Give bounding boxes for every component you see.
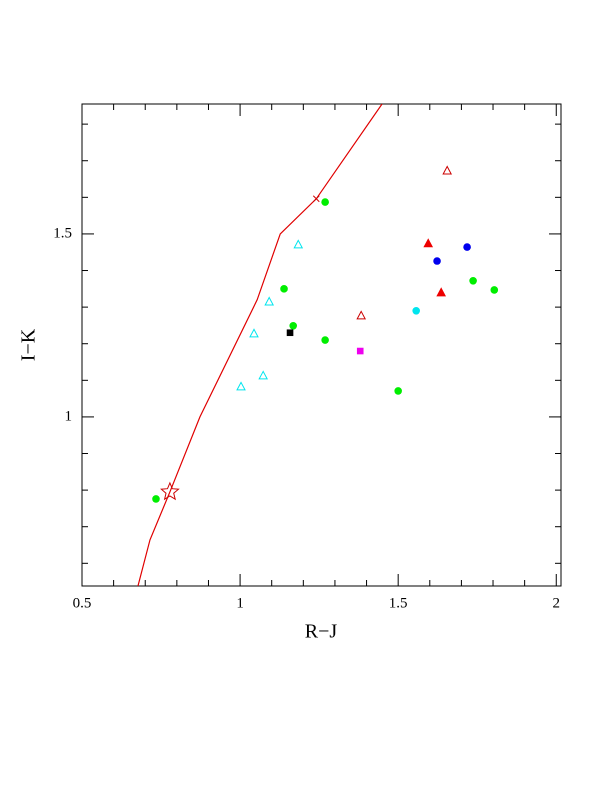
point [436,287,447,297]
x-tick-label: 1.5 [389,595,408,611]
point [412,306,420,315]
x-axis-label: R−J [305,621,338,643]
y-axis-label: I−K [18,328,40,361]
plot-frame [81,103,562,587]
x-tick-label: 2 [553,595,561,611]
point [423,238,434,248]
point [442,165,453,175]
point [321,336,329,344]
y-tick-label: 1 [65,408,73,424]
point [236,381,246,391]
x-tick-label: 1 [236,595,244,611]
plot-area [137,104,499,586]
point [152,495,160,503]
point [356,310,367,320]
point [356,347,364,355]
point [433,257,441,265]
point [258,370,268,380]
point [469,276,477,285]
x-tick-label: 0.5 [73,595,92,611]
point [264,296,275,306]
point [293,239,304,249]
point [160,481,180,501]
y-tick-label: 1.5 [53,225,72,241]
point [289,321,298,330]
curve [137,104,383,586]
point [463,243,471,251]
point [321,198,329,206]
point [394,387,402,395]
point [280,285,288,293]
point [490,286,499,294]
point [312,195,320,203]
point [249,328,259,338]
point [286,329,294,337]
